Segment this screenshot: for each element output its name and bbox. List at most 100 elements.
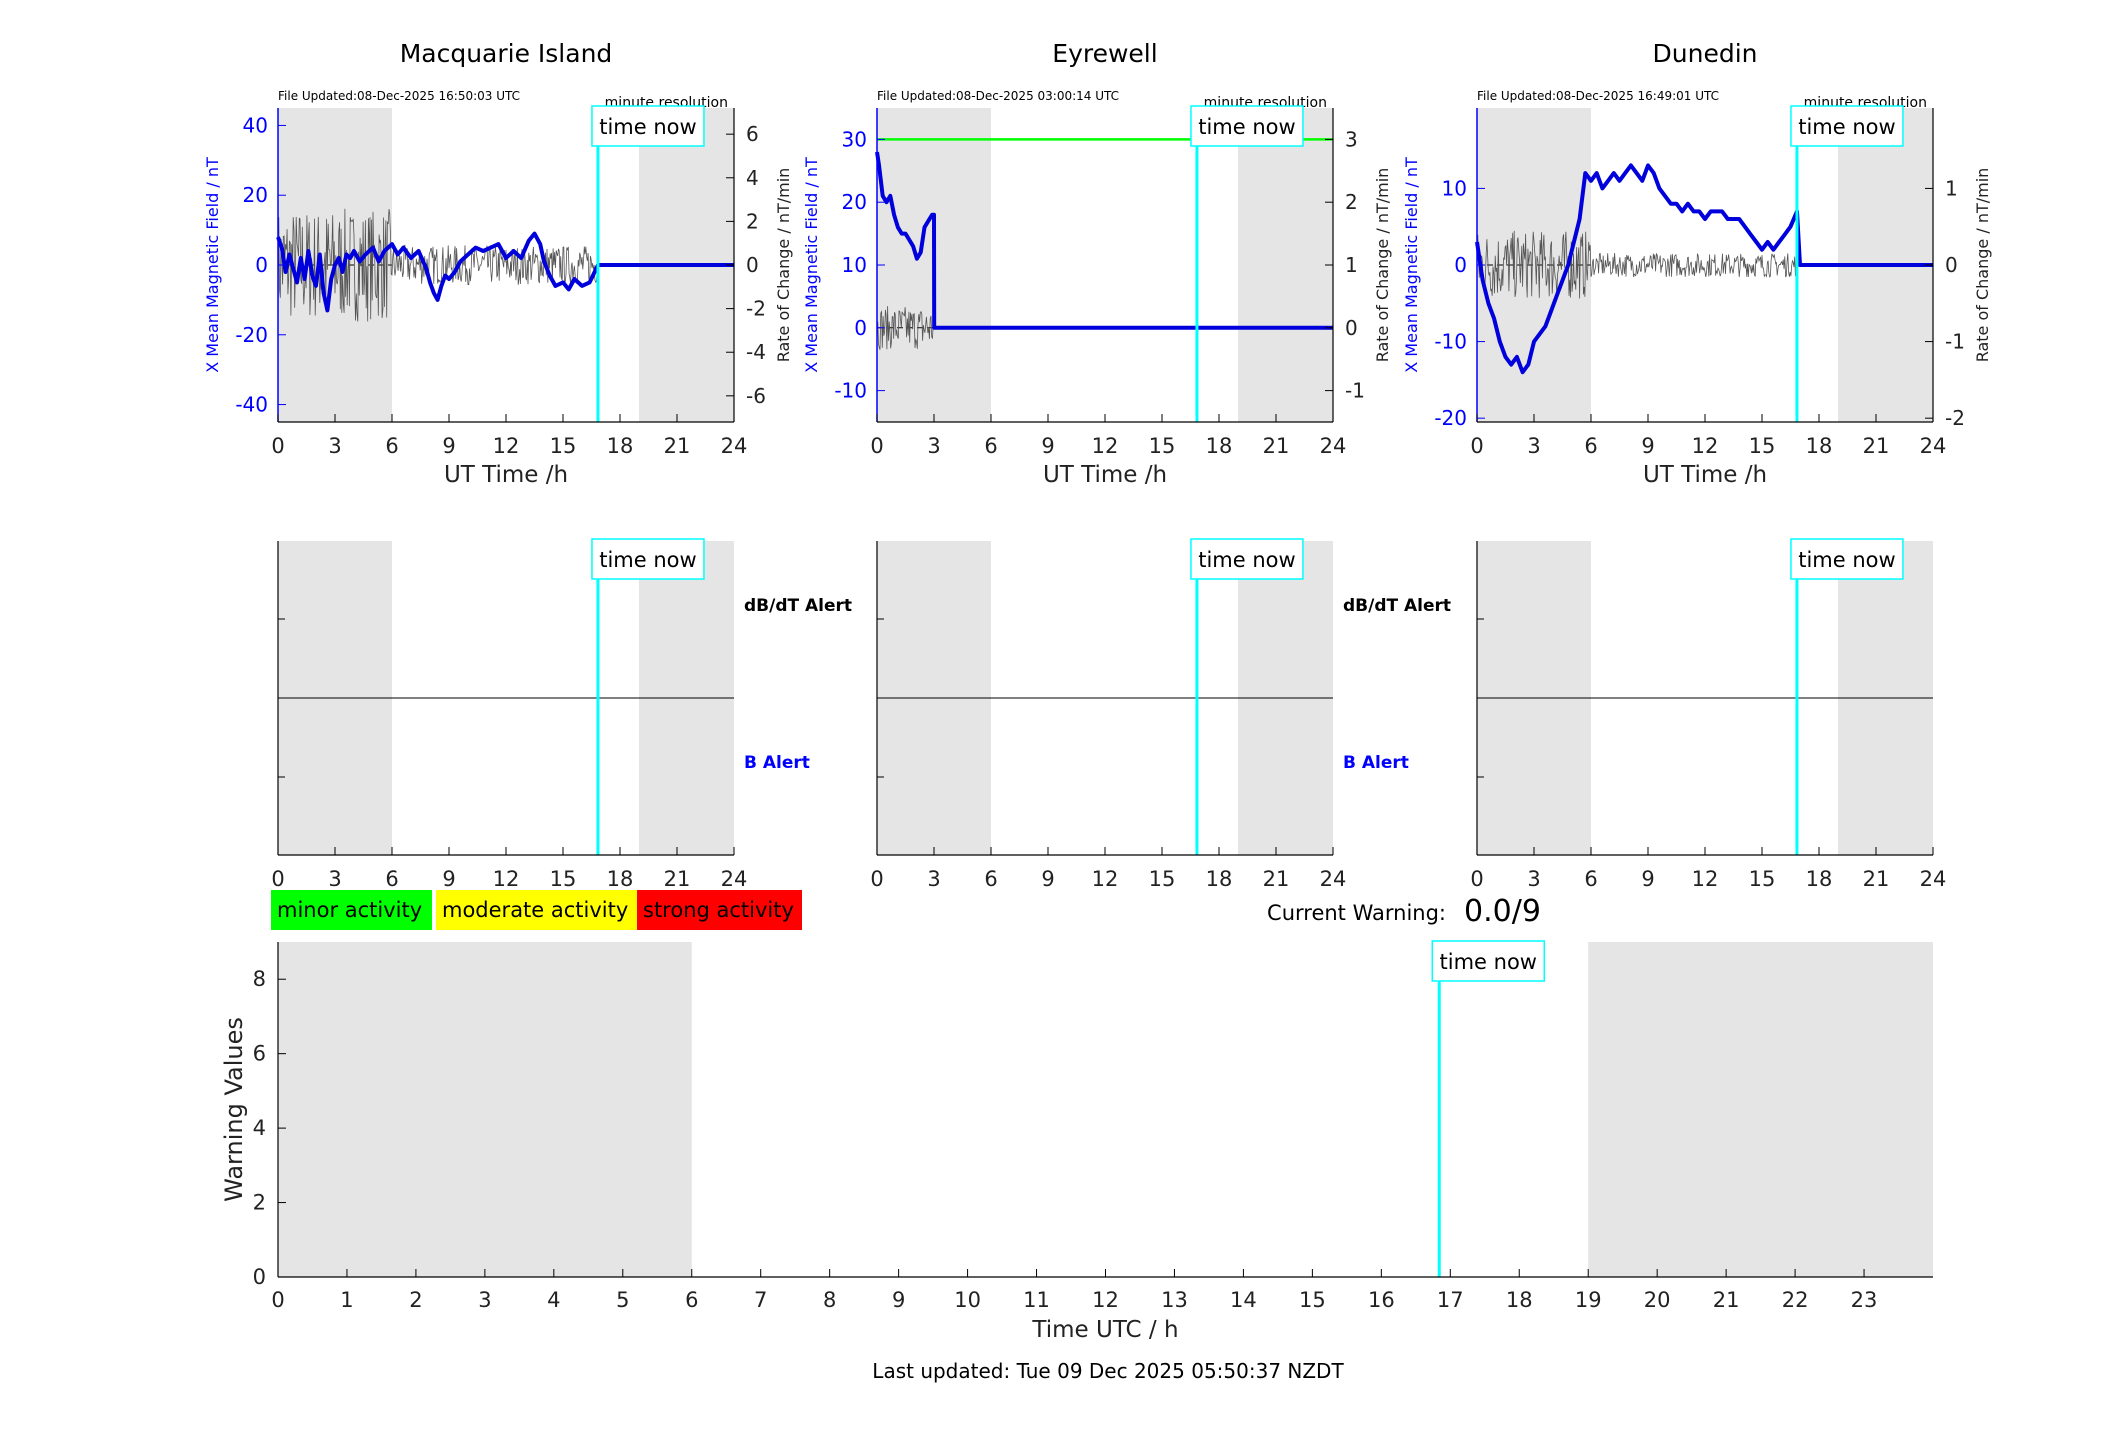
- warning-y-tick-label: 6: [253, 1042, 266, 1066]
- alert-panel-3-x-tick-label: 0: [1470, 867, 1483, 891]
- panel-2-x-tick-label: 6: [984, 434, 997, 458]
- panel-1-y-tick-label: 20: [243, 183, 268, 207]
- panel-1-x-tick-label: 3: [328, 434, 341, 458]
- panel-3-time-now-box: [1790, 105, 1904, 147]
- panel-1-y-right-tick-label: 2: [746, 209, 759, 233]
- panel-2-night-shade-1: [1238, 108, 1333, 422]
- warning-x-tick-label: 3: [478, 1288, 491, 1312]
- alert-panels: time now 0 3 6 9 12 15 18 21 24 dB/dT Alert B Alert…: [271, 538, 1947, 891]
- panel-2-y-right-tick-label: 2: [1345, 190, 1358, 214]
- panel-2-y-tick-label: 20: [842, 190, 867, 214]
- panel-1-y-right-tick-label: -4: [746, 340, 766, 364]
- warning-x-tick-label: 9: [892, 1288, 905, 1312]
- warning-y-tick-label: 4: [253, 1116, 266, 1140]
- alert-panel-3-x-tick-label: 12: [1692, 867, 1719, 891]
- alert-panel-3: time now 0 3 6 9 12 15 18 21 24: [1470, 538, 1947, 891]
- warning-x-tick-label: 12: [1092, 1288, 1119, 1312]
- warning-x-label: Time UTC / h: [1031, 1317, 1178, 1343]
- alert-panel-2-x-tick-label: 24: [1320, 867, 1347, 891]
- alert-panel-1: time now 0 3 6 9 12 15 18 21 24 dB/dT Alert B Alert: [271, 538, 852, 891]
- panel-2-y-tick-label: 0: [854, 316, 867, 340]
- panel-2-x-tick-label: 15: [1149, 434, 1176, 458]
- warning-x-tick-label: 0: [271, 1288, 284, 1312]
- legend-moderate-swatch: [436, 890, 637, 930]
- warning-x-tick-label: 4: [547, 1288, 560, 1312]
- warning-night-shade-1: [1588, 942, 1933, 1277]
- panel-2-y-label: X Mean Magnetic Field / nT: [802, 157, 821, 373]
- alert-panel-2-x-tick-label: 18: [1206, 867, 1233, 891]
- alert-panel-1-time-now-label: time now: [599, 548, 696, 572]
- alert-panel-2-time-now-box: [1190, 538, 1304, 580]
- panel-3-x-tick-label: 24: [1920, 434, 1947, 458]
- magnetometer-panels: Macquarie Island File Updated:08-Dec-2025…: [203, 39, 1992, 488]
- alert-panel-3-x-tick-label: 15: [1749, 867, 1776, 891]
- warning-time-now-label: time now: [1440, 950, 1537, 974]
- panel-1-y-right-tick-label: -2: [746, 297, 766, 321]
- legend-minor-swatch: [271, 890, 432, 930]
- panel-2-x-tick-label: 24: [1320, 434, 1347, 458]
- panel-2-x-tick-label: 12: [1092, 434, 1119, 458]
- warning-x-tick-label: 8: [823, 1288, 836, 1312]
- panel-3-x-tick-label: 6: [1584, 434, 1597, 458]
- current-warning-value: 0.0/9: [1464, 894, 1541, 929]
- panel-2-y-tick-label: 30: [842, 127, 867, 151]
- alert-panel-2-x-tick-label: 0: [870, 867, 883, 891]
- panel-3-y-tick-label: -20: [1434, 406, 1467, 430]
- alert-panel-1-x-tick-label: 0: [271, 867, 284, 891]
- warning-x-tick-label: 14: [1230, 1288, 1257, 1312]
- panel-3-time-now-label: time now: [1798, 115, 1895, 139]
- panel-1-y-right-tick-label: -6: [746, 384, 766, 408]
- panel-3-rate-of-change-line: [1476, 230, 1798, 299]
- panel-2-x-tick-label: 21: [1263, 434, 1290, 458]
- panel-2-x-tick-label: 3: [927, 434, 940, 458]
- panel-3-y-tick-label: 0: [1454, 253, 1467, 277]
- warning-x-tick-label: 10: [954, 1288, 981, 1312]
- panel-2-y-right-tick-label: 0: [1345, 316, 1358, 340]
- warning-y-tick-label: 0: [253, 1265, 266, 1289]
- panel-1-x-label: UT Time /h: [444, 462, 568, 488]
- panel-3-y-right-tick-label: -2: [1945, 406, 1965, 430]
- alert-panel-3-x-tick-label: 24: [1920, 867, 1947, 891]
- warning-x-tick-label: 20: [1644, 1288, 1671, 1312]
- panel-1-title: Macquarie Island: [400, 39, 613, 68]
- panel-3-x-tick-label: 15: [1749, 434, 1776, 458]
- alert-panel-2-x-tick-label: 3: [927, 867, 940, 891]
- alert-panel-3-x-tick-label: 21: [1863, 867, 1890, 891]
- warning-x-tick-label: 7: [754, 1288, 767, 1312]
- panel-1-time-now-label: time now: [599, 115, 696, 139]
- last-updated-text: Last updated: Tue 09 Dec 2025 05:50:37 N…: [872, 1359, 1344, 1383]
- panel-1-y-right-tick-label: 6: [746, 122, 759, 146]
- panel-3-y-right-label: Rate of Change / nT/min: [1973, 168, 1992, 363]
- warning-x-tick-label: 18: [1506, 1288, 1533, 1312]
- alert-panel-1-x-tick-label: 18: [607, 867, 634, 891]
- panel-1-y-tick-label: -20: [235, 323, 268, 347]
- panel-2-x-tick-label: 18: [1206, 434, 1233, 458]
- warning-x-tick-label: 6: [685, 1288, 698, 1312]
- panel-3-x-tick-label: 0: [1470, 434, 1483, 458]
- panel-1-x-tick-label: 24: [721, 434, 748, 458]
- panel-2-time-now-label: time now: [1198, 115, 1295, 139]
- warning-x-tick-label: 11: [1023, 1288, 1050, 1312]
- panel-2-y-right-label: Rate of Change / nT/min: [1373, 168, 1392, 363]
- panel-1: Macquarie Island File Updated:08-Dec-2025…: [203, 39, 793, 488]
- alert-panel-1-x-tick-label: 3: [328, 867, 341, 891]
- panel-1-y-tick-label: -40: [235, 393, 268, 417]
- panel-3-x-tick-label: 12: [1692, 434, 1719, 458]
- panel-1-y-right-tick-label: 4: [746, 166, 759, 190]
- alert-panel-1-x-tick-label: 15: [550, 867, 577, 891]
- warning-y-tick-label: 8: [253, 967, 266, 991]
- panel-1-y-right-tick-label: 0: [746, 253, 759, 277]
- panel-2-y-right-tick-label: 1: [1345, 253, 1358, 277]
- panel-2-x-label: UT Time /h: [1043, 462, 1167, 488]
- alert-panel-1-b-alert-label: B Alert: [744, 753, 810, 773]
- alert-panel-2-time-now-label: time now: [1198, 548, 1295, 572]
- panel-3-y-tick-label: 10: [1442, 176, 1467, 200]
- panel-3-field-line: [1475, 163, 1933, 375]
- panel-2-x-tick-label: 9: [1041, 434, 1054, 458]
- panel-2-rate-of-change-line: [876, 306, 934, 350]
- warning-y-label: Warning Values: [220, 1017, 248, 1202]
- panel-1-y-tick-label: 40: [243, 113, 268, 137]
- alert-panel-3-x-tick-label: 6: [1584, 867, 1597, 891]
- panel-2-y-tick-label: -10: [834, 379, 867, 403]
- panel-1-x-tick-label: 0: [271, 434, 284, 458]
